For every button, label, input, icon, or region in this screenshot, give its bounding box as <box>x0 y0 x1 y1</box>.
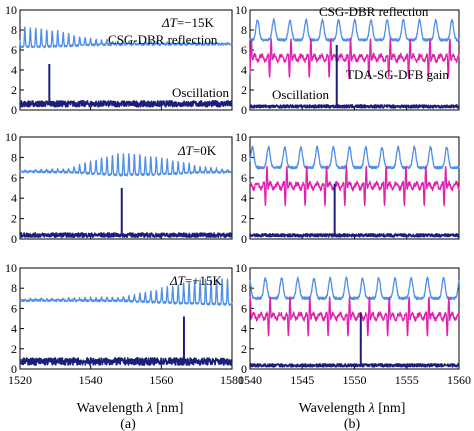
y-tick-label: 10 <box>5 130 17 144</box>
y-tick-label: 0 <box>11 103 17 117</box>
dt-annotation-top: ΔT=−15K <box>161 15 215 30</box>
y-tick-label: 4 <box>241 191 247 205</box>
y-tick-label: 10 <box>5 261 17 275</box>
x-tick-label: 1560 <box>447 373 471 387</box>
x-tick-label: 1550 <box>343 373 367 387</box>
y-tick-label: 0 <box>241 362 247 376</box>
y-tick-label: 4 <box>11 191 17 205</box>
x-tick-label: 1580 <box>220 373 244 387</box>
tda-sg-dfb-label: TDA-SG-DFB gain <box>346 67 449 82</box>
panel-b-bot: 0 2 4 6 8 10 1540 1545 1550 1555 1560 <box>235 261 471 387</box>
y-tick-label: 2 <box>241 83 247 97</box>
y-tick-label: 10 <box>5 3 17 17</box>
dt-annotation-mid: ΔT=0K <box>177 143 217 158</box>
panel-b-top: 0 2 4 6 8 10 <box>235 3 460 117</box>
panel-a-mid: 0 2 4 6 8 10 <box>5 130 233 246</box>
x-axis-label-right: Wavelength λ [nm] <box>299 401 406 416</box>
x-axis-label-left: Wavelength λ [nm] <box>77 401 184 416</box>
series-line <box>249 276 460 301</box>
series-line <box>249 233 460 238</box>
y-tick-label: 10 <box>235 261 247 275</box>
y-tick-label: 2 <box>11 342 17 356</box>
y-tick-label: 2 <box>241 342 247 356</box>
series-line <box>19 278 233 306</box>
dt-annotation-bot: ΔT=+15K <box>169 273 223 288</box>
oscillation-label-left: Oscillation <box>172 85 230 100</box>
y-tick-label: 6 <box>11 43 17 57</box>
y-tick-label: 6 <box>241 43 247 57</box>
series-line <box>249 18 460 42</box>
y-tick-label: 0 <box>11 232 17 246</box>
y-tick-label: 2 <box>11 83 17 97</box>
series-line <box>249 165 460 207</box>
y-tick-label: 8 <box>11 23 17 37</box>
y-tick-label: 4 <box>241 63 247 77</box>
y-tick-label: 2 <box>241 212 247 226</box>
y-tick-label: 4 <box>11 63 17 77</box>
y-tick-label: 10 <box>235 130 247 144</box>
plot-frame <box>19 9 233 111</box>
series-line <box>249 104 460 109</box>
y-tick-label: 8 <box>241 23 247 37</box>
y-tick-label: 4 <box>11 322 17 336</box>
y-tick-label: 10 <box>235 3 247 17</box>
series-line <box>249 38 460 78</box>
y-tick-label: 8 <box>241 281 247 295</box>
panel-b-mid: 0 2 4 6 8 10 <box>235 130 460 246</box>
series-line <box>249 363 460 368</box>
y-tick-label: 8 <box>11 281 17 295</box>
x-tick-label: 1540 <box>238 373 262 387</box>
y-tick-label: 4 <box>241 322 247 336</box>
x-tick-label: 1520 <box>8 373 32 387</box>
y-tick-label: 2 <box>11 212 17 226</box>
y-tick-label: 6 <box>241 171 247 185</box>
y-tick-label: 0 <box>11 362 17 376</box>
series-line <box>19 153 233 177</box>
oscillation-label-right: Oscillation <box>272 87 330 102</box>
x-tick-label: 1555 <box>395 373 419 387</box>
x-tick-label: 1545 <box>290 373 314 387</box>
series-line <box>19 26 233 49</box>
y-tick-label: 6 <box>11 171 17 185</box>
y-tick-label: 6 <box>241 301 247 315</box>
panel-a-top: 0 2 4 6 8 10 <box>5 3 233 117</box>
series-line <box>19 100 233 108</box>
csg-dbr-label-right: CSG-DBR reflection <box>319 4 429 19</box>
plot-frame <box>19 136 233 240</box>
y-tick-label: 8 <box>241 150 247 164</box>
series-line <box>249 145 460 170</box>
series-line <box>19 357 233 366</box>
y-tick-label: 8 <box>11 150 17 164</box>
y-tick-label: 0 <box>241 103 247 117</box>
series-line <box>19 232 233 239</box>
plot-frame <box>19 267 233 370</box>
csg-dbr-label-left: CSG-DBR reflection <box>108 32 218 47</box>
caption-b: (b) <box>344 417 361 431</box>
y-tick-label: 0 <box>241 232 247 246</box>
x-tick-label: 1560 <box>149 373 173 387</box>
panel-a-bot: 0 2 4 6 8 10 1520 1540 1560 1580 <box>5 261 244 387</box>
x-tick-label: 1540 <box>79 373 103 387</box>
y-tick-label: 6 <box>11 301 17 315</box>
caption-a: (a) <box>120 417 136 431</box>
series-line <box>249 296 460 337</box>
